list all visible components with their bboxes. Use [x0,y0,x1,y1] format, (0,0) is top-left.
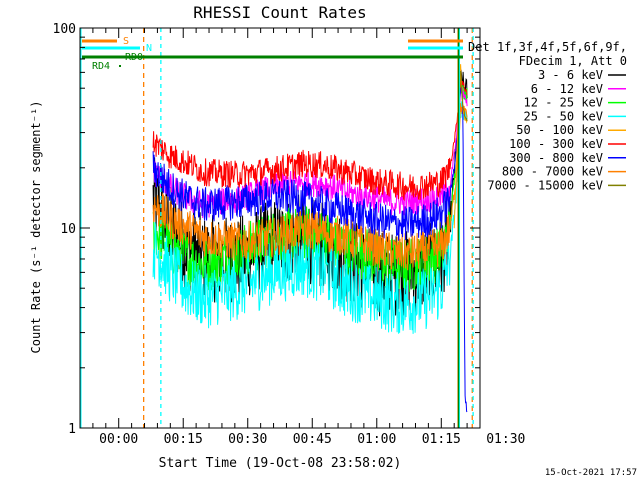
x-tick-label: 00:45 [293,432,332,447]
marker-label-rd4: RD4 [92,61,110,72]
marker-label-s: S [123,36,129,47]
marker-label-rd0: RD0 [125,52,143,63]
series-line-800-7000kev [152,103,468,271]
rd4-dot [119,65,121,67]
legend-label: 25 - 50 keV [524,109,603,123]
series-line-300-800kev [152,87,468,413]
legend-label: 800 - 7000 keV [502,165,603,179]
axes: 1 10 100 00:00 00:15 00:30 00:45 01:00 01:15 01:3… [53,22,526,447]
legend: Det 1f,3f,4f,5f,6f,9f, FDecim 1, Att 0 3… [468,40,627,192]
x-axis-label: Start Time (19-Oct-08 23:58:02) [159,456,402,471]
x-tick-label: 01:15 [422,432,461,447]
legend-label: 50 - 100 keV [516,123,603,137]
x-tick-label: 01:30 [486,432,525,447]
marker-label-n: N [146,43,152,54]
footer-timestamp: 15-Oct-2021 17:57 [545,468,637,478]
x-tick-label: 01:00 [357,432,396,447]
legend-label: 7000 - 15000 keV [487,178,603,192]
chart-title: RHESSI Count Rates [193,3,366,22]
y-axis-label: Count Rate (s⁻¹ detector segment⁻¹) [29,101,43,354]
y-tick-label: 1 [68,422,76,437]
series-line-7000-15000kev [460,70,468,121]
series-line-50-100kev [453,64,468,229]
series-line-25-50kev [152,101,468,334]
legend-label: 3 - 6 keV [538,68,603,82]
legend-label: 6 - 12 keV [531,82,603,96]
legend-label: 12 - 25 keV [524,96,603,110]
y-tick-label: 10 [60,222,76,237]
x-tick-label: 00:15 [164,432,203,447]
x-tick-label: 00:00 [99,432,138,447]
x-tick-label: 00:30 [228,432,267,447]
legend-label: 300 - 800 keV [509,151,603,165]
legend-header-line-2: FDecim 1, Att 0 [519,54,627,68]
y-tick-label: 100 [53,22,76,37]
legend-header-line-1: Det 1f,3f,4f,5f,6f,9f, [468,40,627,54]
legend-label: 100 - 300 keV [509,137,603,151]
series-line-100-300kev [152,80,468,202]
